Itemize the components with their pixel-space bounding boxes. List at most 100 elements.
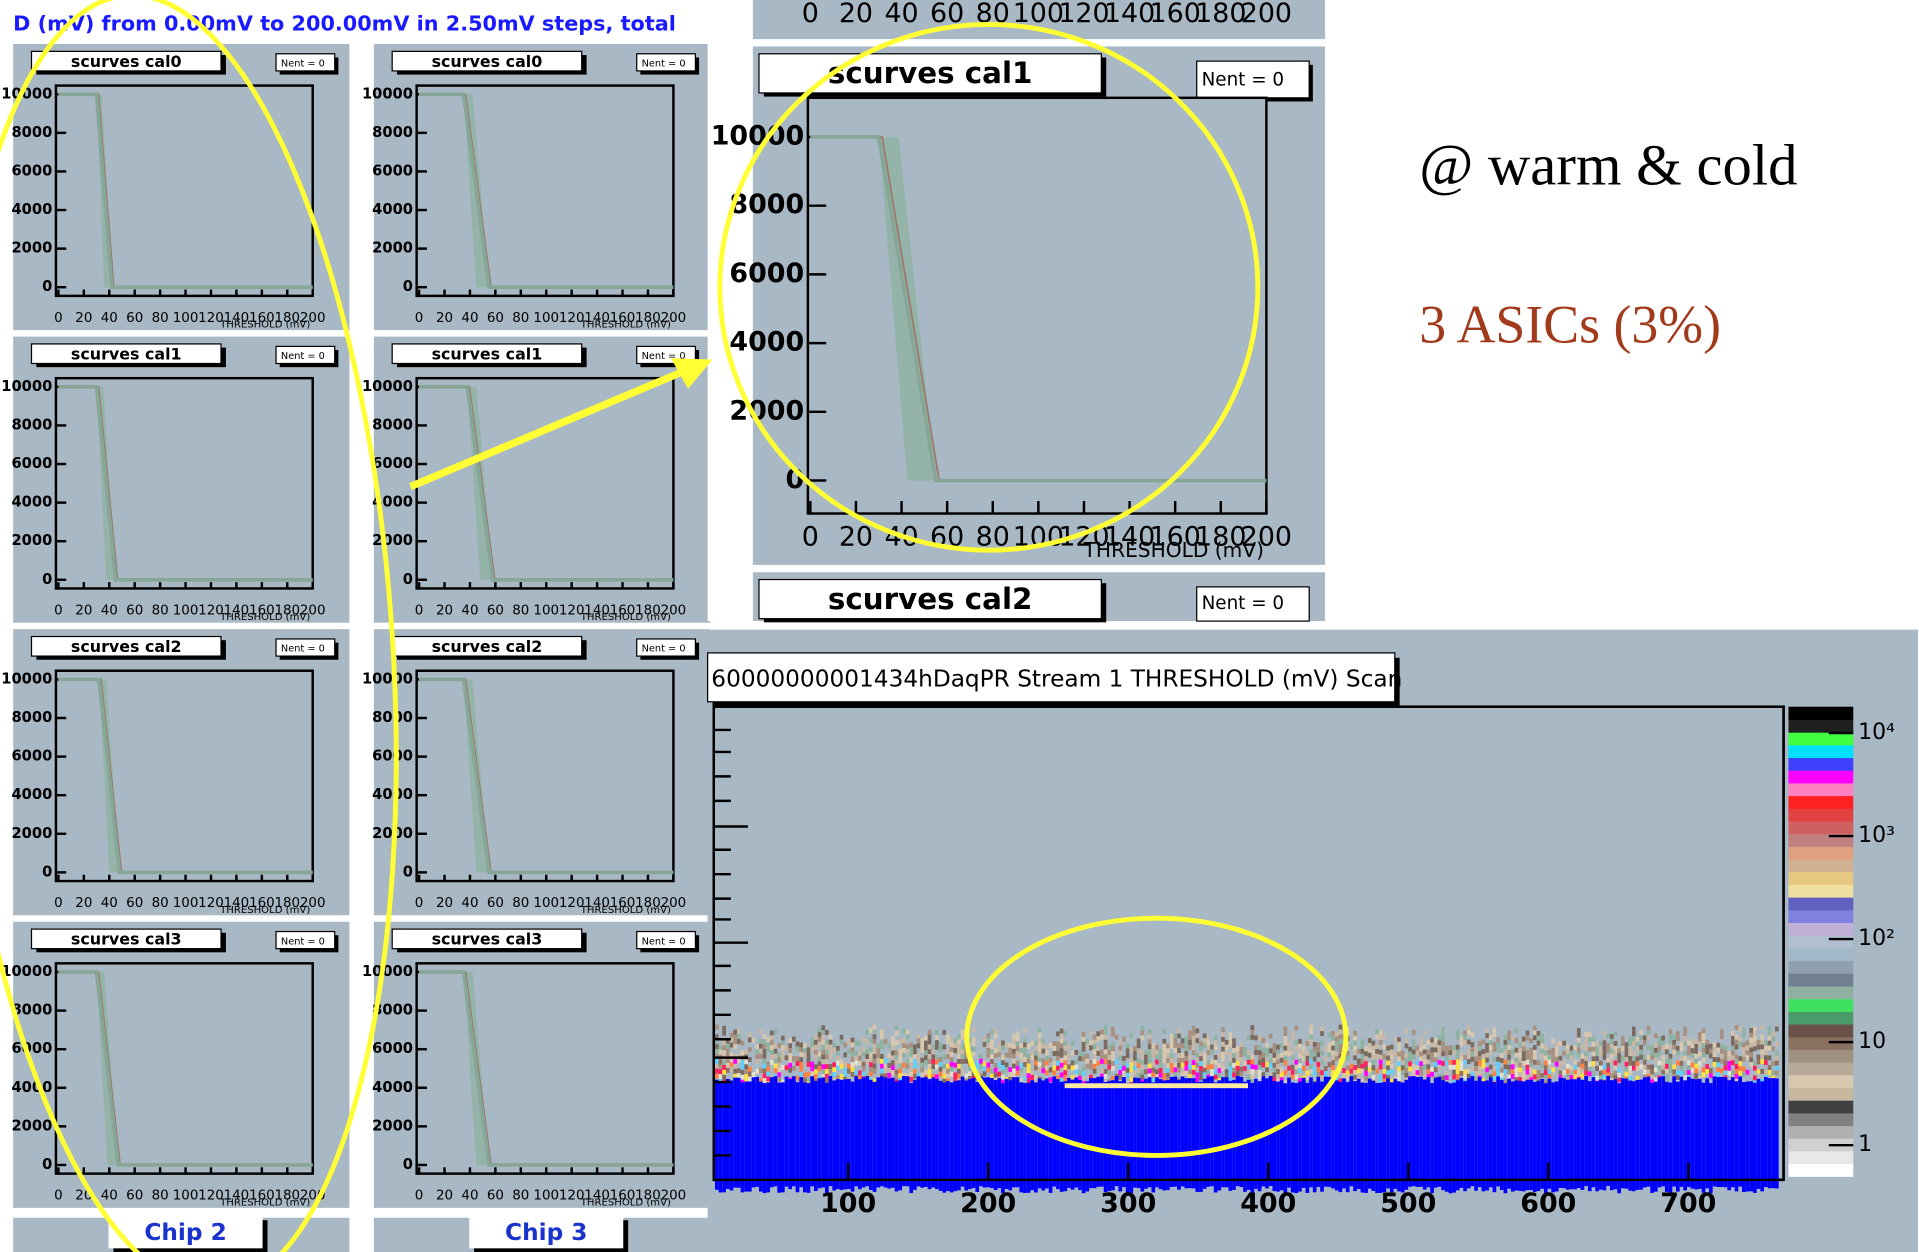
noise-cell	[1697, 1066, 1702, 1072]
band-cell	[982, 1077, 987, 1188]
noise-cell	[1081, 1076, 1086, 1081]
noise-cell	[1338, 1024, 1343, 1030]
band-cell	[1419, 1076, 1423, 1187]
noise-cell	[1690, 1053, 1695, 1059]
noise-cell	[1213, 1040, 1218, 1046]
noise-cell	[1030, 1075, 1035, 1080]
noise-cell	[1419, 1046, 1423, 1052]
noise-cell	[1360, 1049, 1365, 1054]
noise-cell	[1558, 1070, 1563, 1076]
noise-cell	[1151, 1067, 1156, 1073]
noise-cell	[1129, 1077, 1134, 1082]
noise-cell	[1268, 1048, 1273, 1054]
noise-cell	[1510, 1049, 1515, 1055]
noise-cell	[949, 1061, 954, 1067]
z-tick-label: 10³	[1858, 823, 1895, 848]
noise-cell	[1580, 1073, 1585, 1079]
noise-cell	[1514, 1072, 1519, 1078]
noise-cell	[1764, 1070, 1768, 1075]
noise-cell	[736, 1058, 741, 1064]
noise-cell	[1338, 1053, 1343, 1059]
noise-cell	[1664, 1044, 1669, 1050]
noise-cell	[1063, 1075, 1068, 1080]
band-cell	[1411, 1076, 1416, 1187]
band-cell	[1716, 1076, 1720, 1187]
noise-cell	[1378, 1054, 1383, 1060]
noise-cell	[883, 1068, 888, 1074]
noise-cell	[1298, 1068, 1302, 1074]
noise-cell	[1147, 1068, 1152, 1074]
noise-cell	[957, 1049, 961, 1055]
x-tick-label: 40	[461, 603, 478, 618]
noise-cell	[1081, 1071, 1086, 1077]
band-cell	[927, 1079, 932, 1190]
noise-cell	[1382, 1073, 1387, 1079]
noise-cell	[1551, 1057, 1555, 1063]
noise-cell	[1734, 1024, 1739, 1030]
noise-cell	[1114, 1059, 1119, 1065]
noise-cell	[1353, 1030, 1357, 1036]
noise-cell	[1448, 1045, 1453, 1051]
noise-cell	[887, 1067, 892, 1073]
noise-cell	[1507, 1050, 1511, 1055]
noise-cell	[1437, 1064, 1442, 1070]
noise-cell	[773, 1058, 778, 1064]
noise-cell	[1096, 1060, 1101, 1066]
noise-cell	[1628, 1060, 1632, 1066]
noise-cell	[1213, 1035, 1218, 1041]
noise-cell	[1015, 1036, 1020, 1042]
noise-cell	[1433, 1042, 1438, 1048]
noise-cell	[810, 1037, 815, 1042]
noise-cell	[1173, 1042, 1178, 1048]
noise-cell	[1037, 1066, 1042, 1072]
noise-cell	[714, 1024, 719, 1030]
noise-cell	[1136, 1072, 1141, 1078]
x-tick-label: 180	[635, 896, 661, 911]
noise-cell	[740, 1050, 745, 1056]
noise-cell	[1199, 1065, 1203, 1071]
noise-cell	[1650, 1049, 1654, 1055]
noise-cell	[1107, 1045, 1112, 1051]
noise-cell	[990, 1073, 994, 1079]
noise-cell	[795, 1041, 800, 1047]
noise-cell	[740, 1069, 745, 1075]
x-tick-label: 20	[839, 0, 873, 29]
y-tick-label: 6000	[11, 162, 52, 179]
noise-cell	[1140, 1030, 1145, 1036]
noise-cell	[1631, 1060, 1636, 1066]
noise-cell	[1180, 1062, 1185, 1068]
noise-cell	[769, 1074, 774, 1080]
noise-cell	[714, 1058, 719, 1064]
noise-cell	[1001, 1060, 1005, 1066]
noise-cell	[1598, 1046, 1603, 1052]
noise-cell	[1261, 1047, 1266, 1053]
noise-cell	[1008, 1072, 1013, 1078]
noise-cell	[1279, 1077, 1284, 1083]
noise-cell	[1397, 1061, 1401, 1067]
noise-cell	[780, 1045, 785, 1051]
noise-cell	[1749, 1062, 1754, 1068]
noise-cell	[1371, 1060, 1376, 1066]
noise-cell	[927, 1034, 932, 1040]
noise-cell	[924, 1055, 928, 1061]
noise-cell	[946, 1049, 950, 1055]
noise-cell	[909, 1062, 914, 1068]
noise-cell	[1675, 1050, 1680, 1056]
noise-cell	[1100, 1034, 1104, 1040]
noise-cell	[1639, 1064, 1643, 1070]
noise-cell	[1085, 1053, 1090, 1059]
band-cell	[1701, 1082, 1706, 1193]
noise-cell	[1059, 1028, 1064, 1034]
noise-cell	[1103, 1073, 1108, 1079]
noise-cell	[769, 1040, 774, 1046]
noise-cell	[780, 1079, 785, 1085]
noise-cell	[1496, 1056, 1500, 1062]
noise-cell	[1001, 1079, 1005, 1085]
noise-cell	[1056, 1041, 1060, 1047]
noise-cell	[1056, 1060, 1060, 1066]
noise-cell	[953, 1043, 958, 1049]
plot-frame	[54, 376, 314, 590]
noise-cell	[1173, 1033, 1178, 1039]
palette-cell	[1788, 795, 1854, 809]
